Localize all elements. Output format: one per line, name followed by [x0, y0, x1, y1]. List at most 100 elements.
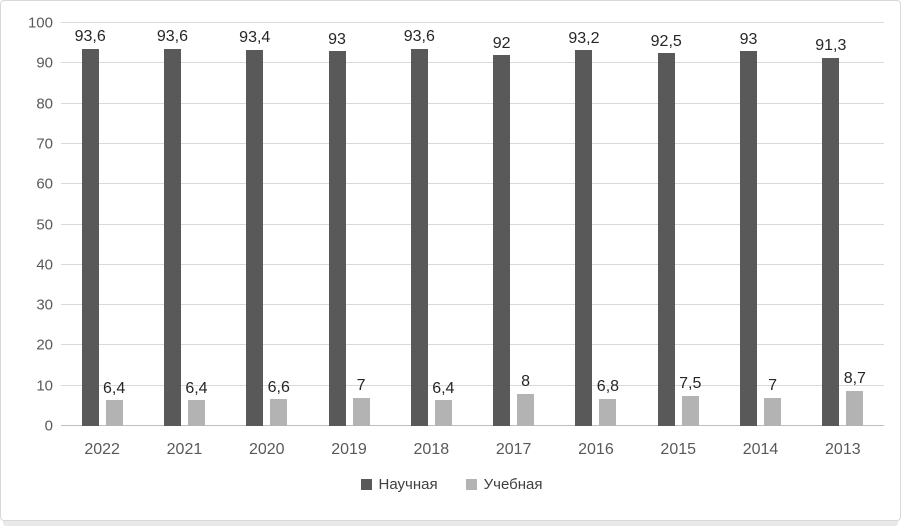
bar-Учебная-2015: 7,5: [679, 375, 701, 426]
bar-groups: 93,6 6,4 93,6 6,4 93,4 6,6 93 7 93,6 6,4 92 8 93,2 6,…: [61, 23, 884, 426]
bar-group-2022: 93,6 6,4: [61, 23, 143, 426]
legend-label-nauchnaya: Научная: [378, 476, 438, 493]
y-tick-label: 50: [36, 216, 53, 233]
bar-value-label: 91,3: [815, 37, 847, 55]
x-axis-line: [61, 425, 884, 426]
x-tick-label-2019: 2019: [331, 441, 367, 458]
gridline: [61, 344, 884, 346]
y-tick-label: 10: [36, 377, 53, 395]
bar-Научная-2018: 93,6: [404, 28, 435, 426]
bar-value-label: 93: [328, 30, 346, 48]
bar-value-label: 6,6: [267, 378, 290, 396]
bar-value-label: 8,7: [843, 370, 866, 388]
y-tick-label: 20: [36, 336, 53, 354]
bar-Учебная-2017: 8: [517, 373, 535, 426]
bar-pair: 91,3 8,7: [802, 23, 884, 426]
bar-value-label: 7,5: [679, 375, 702, 393]
plot-area: 0 10 20 30 40 50 60 70 80 90 100 93,6 6,4 93,6 6,4 93,4…: [28, 16, 884, 434]
bar-value-label: 93,6: [74, 28, 106, 46]
bar-value-label: 92: [492, 34, 511, 52]
gridline: [61, 62, 884, 64]
bar-Учебная-2020: 6,6: [268, 379, 290, 426]
bar-Научная-2013: 91,3: [815, 37, 846, 426]
bar-pair: 92,5 7,5: [637, 23, 719, 426]
y-tick-label: 0: [44, 417, 53, 435]
bar-Научная-2020: 93,4: [239, 29, 270, 426]
x-tick-label-2016: 2016: [578, 441, 614, 458]
bar-group-2016: 93,2 6,8: [555, 23, 637, 426]
y-tick-label: 30: [36, 296, 53, 314]
bar-Научная-2022: 93,6: [75, 28, 106, 426]
bar-group-2021: 93,6 6,4: [143, 23, 225, 426]
bar-Учебная-2014: 7: [764, 377, 782, 426]
bar-Учебная-2016: 6,8: [597, 378, 619, 426]
bar-pair: 93,6 6,4: [143, 23, 225, 426]
gridline: [61, 142, 884, 144]
x-tick-label-2021: 2021: [166, 441, 203, 458]
bar-pair: 93 7: [308, 23, 390, 426]
bar-group-2013: 91,3 8,7: [802, 23, 884, 426]
bar-Учебная-2021: 6,4: [185, 380, 208, 426]
bar-value-label: 92,5: [650, 32, 682, 50]
gridline: [61, 384, 884, 386]
bar-value-label: 93: [739, 30, 758, 48]
bar-value-label: 93,4: [239, 29, 271, 47]
bar-group-2019: 93 7: [308, 23, 390, 426]
x-tick-label-2018: 2018: [413, 441, 450, 458]
y-tick-label: 100: [27, 14, 53, 32]
bar-Научная-2015: 92,5: [651, 33, 682, 426]
bar-Научная-2017: 92: [493, 35, 511, 426]
chart-bottom-edge: [3, 521, 898, 526]
bar-Учебная-2013: 8,7: [844, 370, 866, 426]
legend-label-uchebnaya: Учебная: [483, 476, 543, 493]
bar-value-label: 93,6: [156, 28, 189, 46]
bar-pair: 92 8: [472, 23, 554, 426]
legend-swatch-dark: [360, 479, 372, 490]
y-tick-label: 70: [36, 135, 53, 153]
bar-value-label: 7: [356, 377, 366, 395]
y-tick-label: 80: [36, 95, 53, 113]
bar-group-2020: 93,4 6,6: [226, 23, 308, 426]
x-tick-label-2015: 2015: [660, 441, 697, 458]
bar-group-2014: 93 7: [719, 23, 801, 426]
bar-group-2018: 93,6 6,4: [390, 23, 472, 426]
bar-value-label: 6,4: [432, 379, 455, 397]
bar-Учебная-2019: 7: [352, 377, 370, 426]
legend-item-uchebnaya: Учебная: [465, 476, 543, 493]
gridline: [61, 183, 884, 185]
x-tick-label-2020: 2020: [248, 441, 285, 458]
bar-value-label: 6,4: [103, 379, 126, 397]
bar-pair: 93,4 6,6: [226, 23, 308, 426]
x-tick-label-2014: 2014: [742, 441, 779, 458]
bar-Научная-2016: 93,2: [568, 30, 599, 426]
bar-Учебная-2022: 6,4: [103, 380, 125, 426]
bar-value-label: 7: [768, 377, 777, 395]
legend-swatch-light: [465, 479, 477, 490]
bar-Научная-2019: 93: [328, 31, 346, 426]
x-tick-label-2022: 2022: [84, 441, 120, 458]
bar-value-label: 93,6: [403, 28, 435, 46]
bar-value-label: 93,2: [568, 29, 600, 47]
gridline: [61, 102, 884, 104]
y-tick-label: 60: [36, 175, 53, 193]
x-tick-label-2013: 2013: [825, 441, 861, 458]
bar-pair: 93,6 6,4: [390, 23, 472, 426]
x-axis-labels: 2022 2021 2020 2019 2018 2017 2016 2015 2014 2013: [61, 441, 884, 459]
x-tick-label-2017: 2017: [495, 441, 532, 458]
legend: Научная Учебная: [1, 476, 901, 493]
gridline: [61, 263, 884, 265]
bar-Учебная-2018: 6,4: [432, 380, 454, 426]
gridline: [61, 22, 884, 23]
bar-value-label: 8: [521, 373, 531, 391]
y-tick-label: 90: [36, 54, 53, 72]
bar-value-label: 6,4: [185, 379, 208, 397]
bar-value-label: 6,8: [596, 378, 620, 396]
bar-pair: 93,6 6,4: [61, 23, 143, 426]
bar-group-2017: 92 8: [472, 23, 554, 426]
bar-group-2015: 92,5 7,5: [637, 23, 719, 426]
y-tick-label: 40: [36, 256, 53, 274]
bar-Научная-2014: 93: [740, 31, 757, 426]
legend-item-nauchnaya: Научная: [360, 476, 438, 493]
